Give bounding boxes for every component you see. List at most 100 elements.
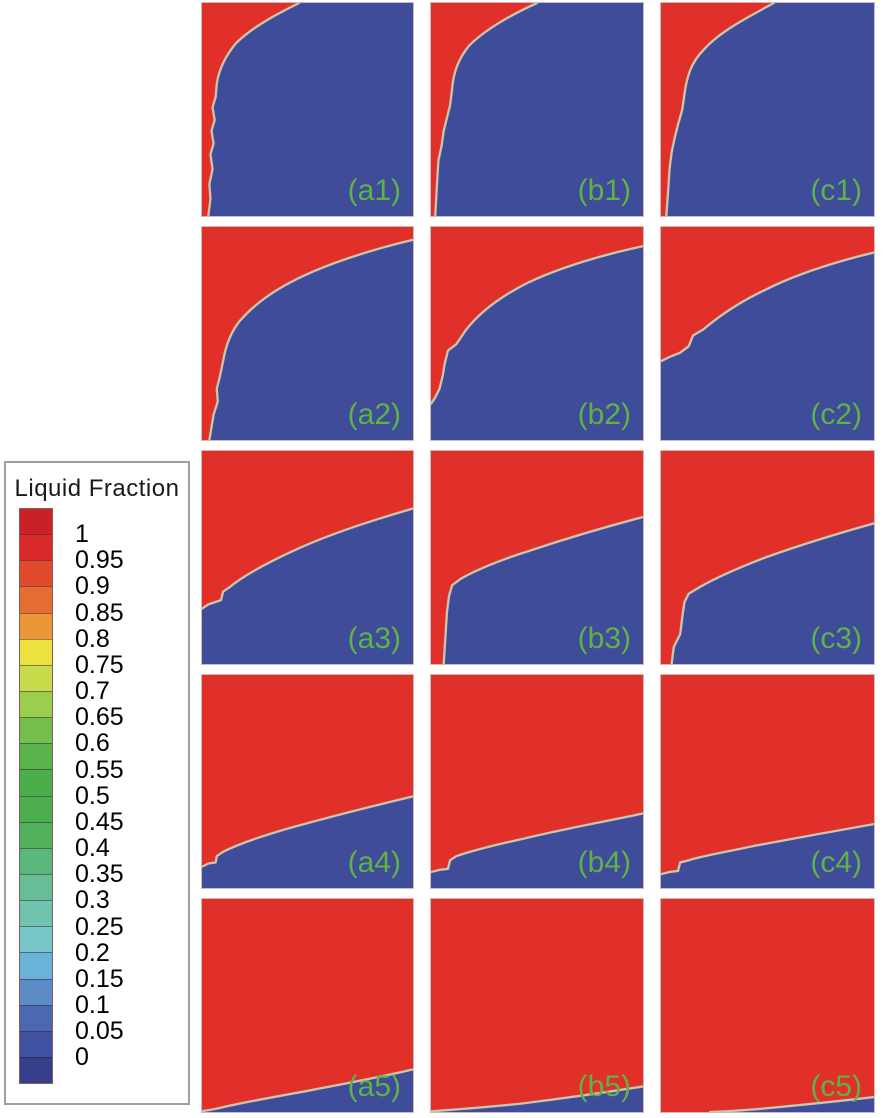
colorbar-tick-label: 0.75 [75,650,124,679]
contour-plot-c5 [661,899,874,1112]
contour-plot-c4 [661,675,874,888]
contour-plot-a4 [202,675,413,888]
solid-region [661,824,874,888]
contour-plot-c3 [661,451,874,664]
contour-plot-a5 [202,899,413,1112]
colorbar-tick-label: 0.85 [75,598,124,627]
colorbar-tick-label: 0.6 [75,729,110,758]
colorbar-segment [20,926,52,953]
colorbar-segment [20,560,52,587]
solid-region [671,523,874,664]
colorbar-segment [20,952,52,979]
contour-plot-a3 [202,451,413,664]
melt-front-line [431,812,643,874]
liquid-region [661,899,874,1112]
melt-front-line [442,515,643,664]
solid-region [431,246,643,440]
colorbar-segment [20,978,52,1005]
melt-front-line [207,3,301,216]
colorbar-segment [20,612,52,639]
panel-label-a2: (a2) [347,398,401,431]
colorbar-segment [20,586,52,613]
colorbar-segment [20,664,52,691]
colorbar-tick-label: 0.55 [75,755,124,784]
panel-label-a1: (a1) [347,174,401,207]
colorbar-segment [20,795,52,822]
melt-front-line [208,238,413,440]
solid-region [666,3,874,216]
legend-colorbar [19,508,53,1084]
contour-panel-a1: (a1) [201,2,414,217]
colorbar-segment [20,534,52,561]
melt-front-line [431,1085,643,1112]
panel-label-a5: (a5) [347,1070,401,1103]
contour-panel-b5: (b5) [430,898,644,1113]
colorbar-tick-label: 0.65 [75,703,124,732]
solid-region [443,517,643,664]
melt-front-line [661,251,874,363]
contour-plot-a2 [202,227,413,440]
solid-region [202,508,413,664]
colorbar-tick-label: 0.9 [75,572,110,601]
panel-label-b5: (b5) [577,1070,631,1103]
colorbar-tick-label: 0.05 [75,1017,124,1046]
colorbar-tick-label: 0.35 [75,860,124,889]
contour-plot-b4 [431,675,643,888]
colorbar-segment [20,1004,52,1031]
contour-panel-b1: (b1) [430,2,644,217]
contour-panel-a3: (a3) [201,450,414,665]
contour-panel-b3: (b3) [430,450,644,665]
melt-front-line [434,3,539,216]
panel-label-b4: (b4) [577,846,631,879]
colorbar-segment [20,638,52,665]
colorbar-tick-label: 0.5 [75,781,110,810]
colorbar-tick-label: 0.7 [75,677,110,706]
melt-front-line [202,1068,413,1112]
colorbar-tick-label: 0.25 [75,912,124,941]
solid-region [435,3,643,216]
colorbar-tick-label: 0.2 [75,938,110,967]
colorbar-segment [20,509,52,535]
colorbar-segment [20,1030,52,1057]
melt-front-line [431,244,643,405]
solid-region [209,239,413,440]
solid-region [202,796,413,888]
colorbar-tick-label: 0.15 [75,964,124,993]
solid-region [431,813,643,888]
contour-plot-b2 [431,227,643,440]
colorbar-tick-label: 0 [75,1043,89,1072]
melt-front-line [670,522,874,664]
legend-ticks: 1 0.95 0.9 0.85 0.8 0.75 0.7 0.65 0.6 0.55 0.5 0.45… [75,521,124,1071]
panel-label-b2: (b2) [577,398,631,431]
solid-region [208,3,413,216]
colorbar-segment [20,873,52,901]
colorbar-tick-label: 0.3 [75,886,110,915]
contour-panel-c3: (c3) [660,450,875,665]
colorbar-segment [20,690,52,718]
melt-front-line [202,795,413,868]
colorbar-tick-label: 0.4 [75,834,110,863]
colorbar-segment [20,769,52,796]
colorbar-segment [20,743,52,770]
solid-region [709,1097,874,1112]
panel-label-b3: (b3) [577,622,631,655]
melt-front-line [708,1095,874,1112]
contour-panel-b2: (b2) [430,226,644,441]
panel-label-c4: (c4) [810,846,862,879]
panel-label-a3: (a3) [347,622,401,655]
melt-front-line [661,822,874,876]
panel-label-b1: (b1) [577,174,631,207]
colorbar-tick-label: 0.8 [75,624,110,653]
colorbar-tick-label: 0.45 [75,807,124,836]
colorbar-segment [20,717,52,744]
melt-front-line [665,3,776,216]
panel-label-c3: (c3) [810,622,862,655]
legend-box: Liquid Fraction 1 0.95 0.9 0.85 0.8 0.75 0.7 0.… [4,461,190,1105]
colorbar-segment [20,847,52,874]
contour-panel-c4: (c4) [660,674,875,889]
legend-title: Liquid Fraction [14,475,180,502]
panel-label-c5: (c5) [810,1070,862,1103]
contour-panel-a2: (a2) [201,226,414,441]
colorbar-segment [20,1056,52,1084]
colorbar-tick-label: 0.1 [75,991,110,1020]
